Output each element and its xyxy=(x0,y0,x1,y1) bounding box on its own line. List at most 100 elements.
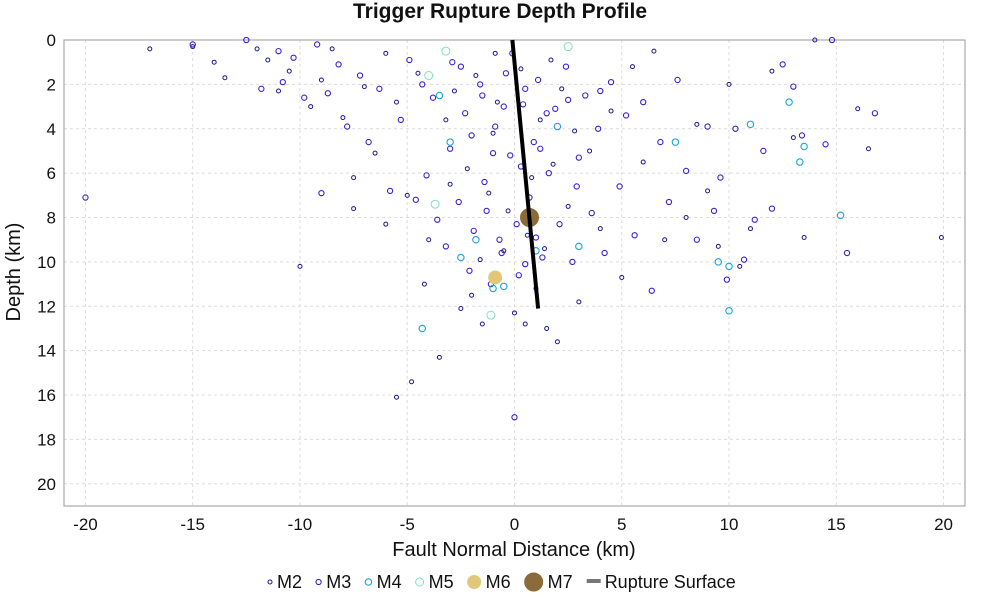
point-m2 xyxy=(550,161,556,167)
point-m2 xyxy=(554,339,560,345)
point-m3 xyxy=(640,98,647,106)
point-m3 xyxy=(779,61,786,68)
legend-label: M6 xyxy=(486,572,511,592)
y-tick-label: 8 xyxy=(47,209,56,228)
y-tick-label: 0 xyxy=(47,31,56,50)
point-m2 xyxy=(694,121,700,127)
point-m3 xyxy=(429,94,437,101)
legend-label: M3 xyxy=(326,572,351,592)
point-m2 xyxy=(565,203,571,209)
point-m3 xyxy=(595,125,602,132)
point-m2 xyxy=(286,68,292,74)
point-m3 xyxy=(539,254,546,261)
point-m2 xyxy=(865,146,871,152)
point-m3 xyxy=(446,145,454,152)
data-points xyxy=(82,36,944,421)
point-m4 xyxy=(725,262,733,271)
point-m2 xyxy=(297,263,303,269)
point-m2 xyxy=(394,99,400,105)
point-m3 xyxy=(768,205,776,212)
y-tick-label: 12 xyxy=(37,297,56,316)
point-m2 xyxy=(404,192,410,198)
point-m2 xyxy=(512,310,517,316)
point-m2 xyxy=(683,215,689,221)
point-m3 xyxy=(449,59,456,66)
x-tick-label: 20 xyxy=(934,515,953,534)
x-tick-label: -20 xyxy=(73,515,98,534)
x-tick-label: 5 xyxy=(617,515,626,534)
point-m2 xyxy=(451,88,457,94)
point-m3 xyxy=(760,147,767,155)
point-m2 xyxy=(426,237,432,243)
point-m5 xyxy=(486,310,496,320)
point-m2 xyxy=(522,321,528,327)
point-m3 xyxy=(365,138,372,146)
point-m3 xyxy=(279,79,286,86)
point-m2 xyxy=(436,354,442,360)
point-m2 xyxy=(494,99,500,105)
point-m2 xyxy=(469,292,475,298)
point-m3 xyxy=(622,112,630,119)
point-m3 xyxy=(243,36,250,44)
point-m2 xyxy=(662,237,668,243)
point-m2 xyxy=(790,135,796,141)
x-tick-label: -10 xyxy=(288,515,313,534)
point-m3 xyxy=(665,198,673,206)
point-m2 xyxy=(329,46,335,52)
point-m4 xyxy=(714,258,723,266)
point-m3 xyxy=(582,92,589,99)
point-m2 xyxy=(473,73,479,79)
point-m3 xyxy=(522,85,529,92)
legend: M2 M3 M4 M5 M6 M7 Rupture Surface xyxy=(267,572,736,592)
point-m3 xyxy=(507,152,514,159)
y-tick-label: 10 xyxy=(37,253,56,272)
point-m3 xyxy=(412,196,419,203)
point-m3 xyxy=(822,141,829,148)
point-m3 xyxy=(462,110,469,117)
point-m3 xyxy=(515,272,522,279)
point-m2 xyxy=(537,117,543,123)
point-m3 xyxy=(335,61,342,68)
x-tick-label: -5 xyxy=(400,515,415,534)
point-m2 xyxy=(715,243,721,249)
point-m2 xyxy=(572,128,578,134)
legend-swatch-m5 xyxy=(415,577,425,587)
point-m4 xyxy=(725,306,733,315)
point-m3 xyxy=(498,249,505,257)
point-m3 xyxy=(376,85,383,92)
point-m3 xyxy=(477,81,484,88)
x-tick-label: -15 xyxy=(180,515,205,534)
point-m3 xyxy=(575,154,583,161)
point-m3 xyxy=(674,76,681,84)
point-m2 xyxy=(477,257,483,263)
y-tick-labels: 0 2 4 6 8 10 12 14 16 18 20 xyxy=(37,31,56,494)
legend-label: M5 xyxy=(429,572,454,592)
point-m5 xyxy=(563,42,573,52)
point-m2 xyxy=(340,115,346,121)
point-m3 xyxy=(723,276,731,283)
point-m3 xyxy=(648,287,655,294)
point-m3 xyxy=(552,105,559,112)
point-m3 xyxy=(564,96,572,104)
point-m2 xyxy=(458,306,464,312)
y-tick-label: 16 xyxy=(37,386,56,405)
point-m2 xyxy=(222,75,228,81)
point-m2 xyxy=(548,57,554,63)
point-m2 xyxy=(486,190,492,196)
point-m3 xyxy=(732,125,739,132)
x-tick-label: 10 xyxy=(720,515,739,534)
point-m3 xyxy=(545,169,552,177)
legend-swatch-m2 xyxy=(267,579,273,585)
point-m3 xyxy=(601,249,608,257)
point-m2 xyxy=(351,206,357,212)
point-m5 xyxy=(441,46,451,56)
point-m2 xyxy=(443,117,449,123)
point-m3 xyxy=(356,72,364,79)
point-m3 xyxy=(519,101,527,108)
point-m2 xyxy=(559,86,565,92)
point-m3 xyxy=(419,81,426,88)
point-m2 xyxy=(529,175,535,181)
y-tick-label: 14 xyxy=(37,342,56,361)
point-m2 xyxy=(447,181,453,187)
point-m3 xyxy=(275,47,282,55)
